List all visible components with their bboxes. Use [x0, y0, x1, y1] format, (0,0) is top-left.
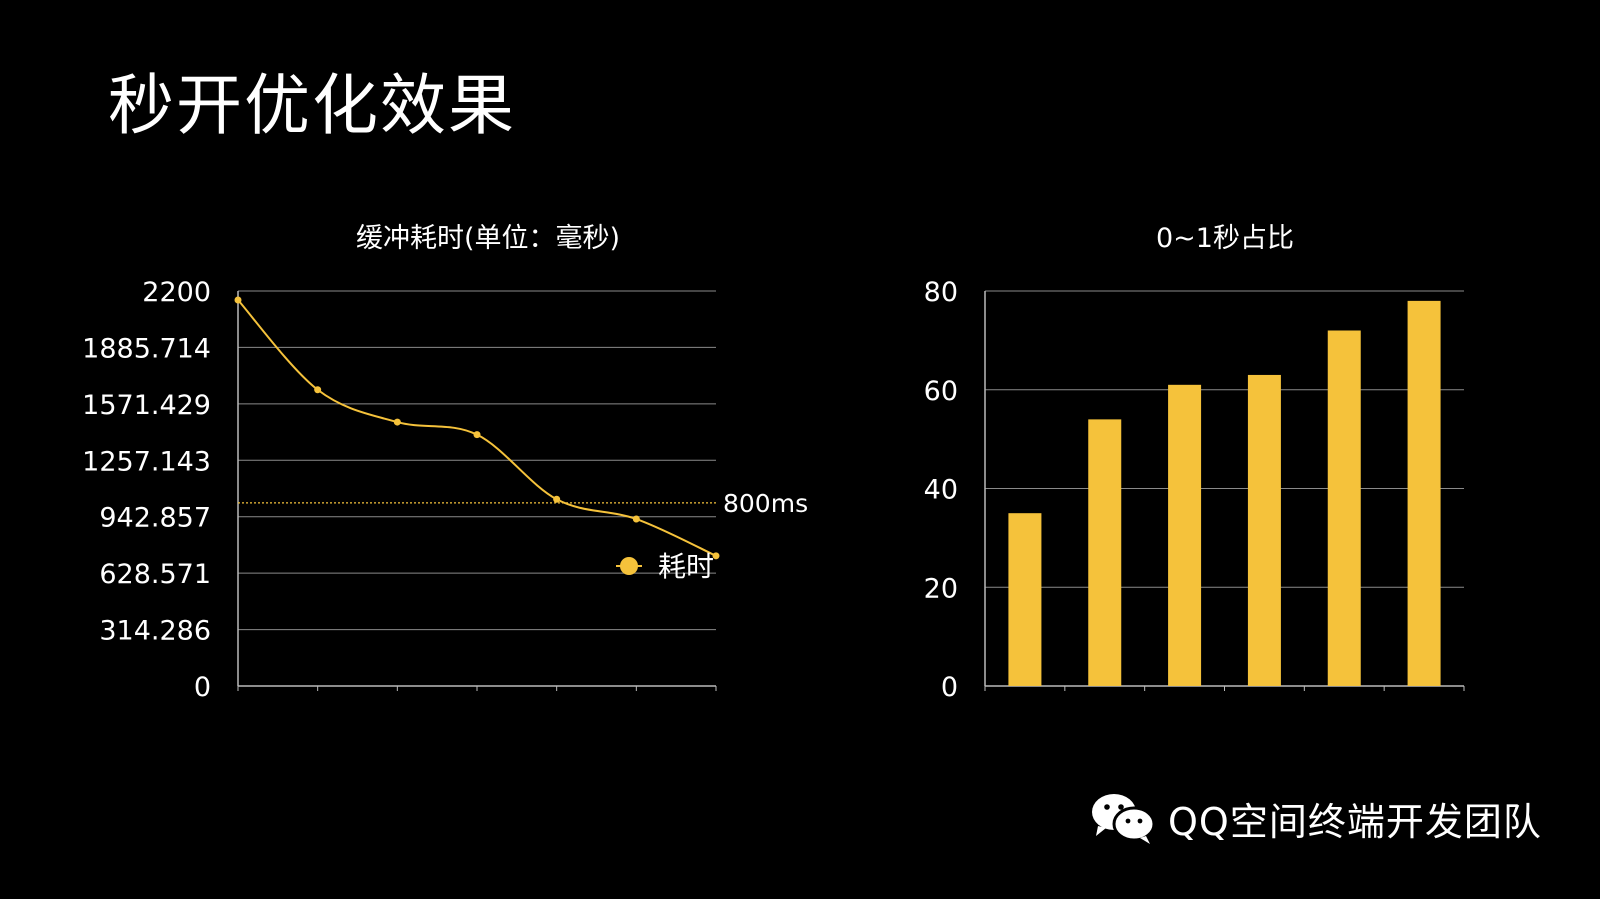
- wechat-icon: [1092, 794, 1156, 844]
- line-data-point: [393, 418, 401, 426]
- legend-label: 耗时: [658, 550, 714, 583]
- bar: [1407, 300, 1441, 686]
- line-legend: 耗时: [616, 550, 714, 583]
- line-y-tick-label: 628.571: [99, 559, 211, 590]
- bar: [1247, 374, 1281, 686]
- line-y-tick-label: 1257.143: [82, 446, 211, 477]
- bar-y-tick-label: 40: [924, 475, 958, 506]
- bar-chart-title: 0~1秒占比: [1156, 223, 1294, 254]
- line-data-point: [473, 431, 481, 439]
- bar-y-tick-label: 80: [924, 277, 958, 308]
- slide-title: 秒开优化效果: [108, 67, 516, 144]
- series-line-haoshi: [237, 299, 717, 557]
- watermark: QQ空间终端开发团队: [1090, 790, 1542, 846]
- line-data-point: [234, 296, 242, 304]
- line-y-tick-label: 1571.429: [82, 390, 211, 421]
- line-y-tick-label: 2200: [142, 277, 211, 308]
- line-data-point: [553, 495, 561, 503]
- bar: [1168, 384, 1202, 686]
- bar-y-tick-label: 20: [924, 573, 958, 604]
- bar: [1008, 513, 1042, 686]
- line-data-point: [314, 386, 322, 394]
- legend-marker: [620, 557, 638, 575]
- line-y-tick-label: 314.286: [99, 616, 211, 647]
- bar: [1327, 330, 1361, 686]
- line-data-point: [632, 515, 640, 523]
- line-chart-title: 缓冲耗时(单位：毫秒): [355, 223, 621, 254]
- bar: [1088, 419, 1122, 686]
- bar-y-tick-label: 0: [941, 672, 958, 703]
- line-data-point: [712, 552, 720, 560]
- line-y-tick-label: 1885.714: [82, 333, 211, 364]
- line-y-tick-label: 942.857: [99, 503, 211, 534]
- reference-line-label: 800ms: [723, 489, 808, 518]
- line-y-tick-label: 0: [194, 672, 211, 703]
- bar-y-tick-label: 60: [924, 376, 958, 407]
- watermark-text: QQ空间终端开发团队: [1168, 799, 1542, 844]
